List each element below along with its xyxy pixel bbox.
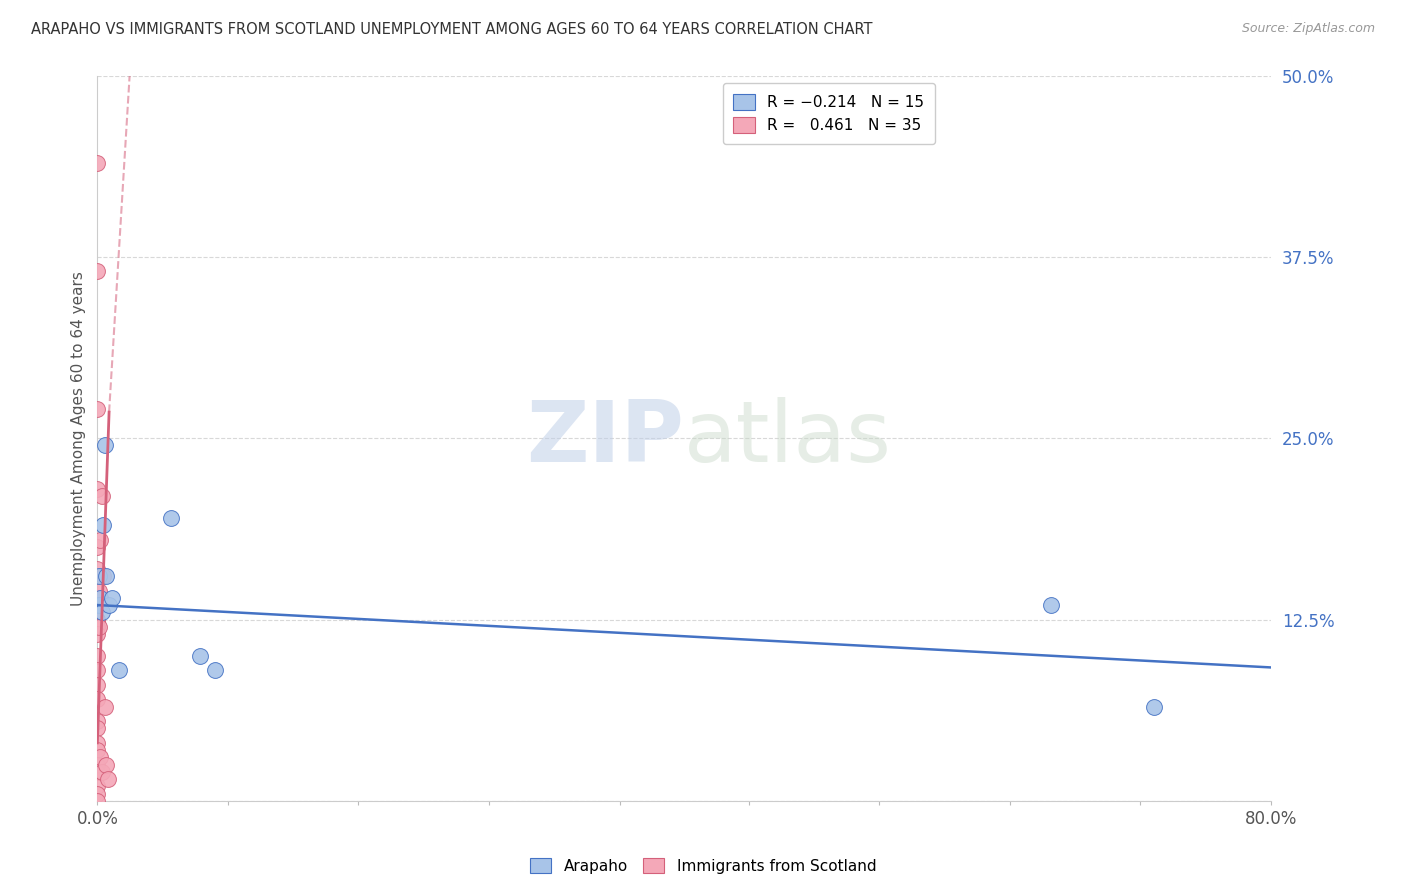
Text: ZIP: ZIP	[526, 397, 685, 480]
Point	[86, 736, 108, 750]
Point	[188, 648, 211, 663]
Point	[86, 562, 108, 576]
Text: ARAPAHO VS IMMIGRANTS FROM SCOTLAND UNEMPLOYMENT AMONG AGES 60 TO 64 YEARS CORRE: ARAPAHO VS IMMIGRANTS FROM SCOTLAND UNEM…	[31, 22, 873, 37]
Point	[86, 648, 108, 663]
Point	[86, 780, 108, 794]
Point	[86, 402, 108, 417]
Point	[86, 540, 108, 554]
Point	[86, 482, 108, 496]
Point	[89, 533, 111, 547]
Point	[86, 787, 108, 801]
Legend: Arapaho, Immigrants from Scotland: Arapaho, Immigrants from Scotland	[523, 852, 883, 880]
Point	[93, 438, 115, 452]
Point	[159, 511, 181, 525]
Point	[1143, 699, 1166, 714]
Point	[86, 794, 108, 808]
Point	[93, 699, 115, 714]
Point	[86, 613, 108, 627]
Point	[96, 569, 118, 583]
Point	[1039, 598, 1062, 612]
Point	[108, 664, 131, 678]
Point	[98, 598, 121, 612]
Point	[86, 722, 108, 736]
Point	[89, 591, 111, 605]
Point	[101, 591, 124, 605]
Point	[86, 264, 108, 278]
Text: atlas: atlas	[685, 397, 893, 480]
Point	[86, 757, 108, 772]
Point	[87, 620, 110, 634]
Point	[90, 489, 112, 503]
Y-axis label: Unemployment Among Ages 60 to 64 years: Unemployment Among Ages 60 to 64 years	[72, 271, 86, 606]
Point	[86, 613, 108, 627]
Point	[86, 627, 108, 641]
Text: Source: ZipAtlas.com: Source: ZipAtlas.com	[1241, 22, 1375, 36]
Point	[87, 598, 110, 612]
Point	[90, 605, 112, 619]
Point	[86, 764, 108, 779]
Point	[90, 764, 112, 779]
Point	[86, 155, 108, 169]
Point	[96, 757, 118, 772]
Point	[91, 518, 114, 533]
Point	[204, 664, 226, 678]
Point	[86, 692, 108, 706]
Point	[86, 714, 108, 728]
Legend: R = −0.214   N = 15, R =   0.461   N = 35: R = −0.214 N = 15, R = 0.461 N = 35	[723, 83, 935, 145]
Point	[86, 591, 108, 605]
Point	[97, 772, 120, 786]
Point	[86, 620, 108, 634]
Point	[87, 569, 110, 583]
Point	[86, 598, 108, 612]
Point	[87, 583, 110, 598]
Point	[86, 743, 108, 757]
Point	[91, 569, 114, 583]
Point	[89, 750, 111, 764]
Point	[86, 678, 108, 692]
Point	[86, 664, 108, 678]
